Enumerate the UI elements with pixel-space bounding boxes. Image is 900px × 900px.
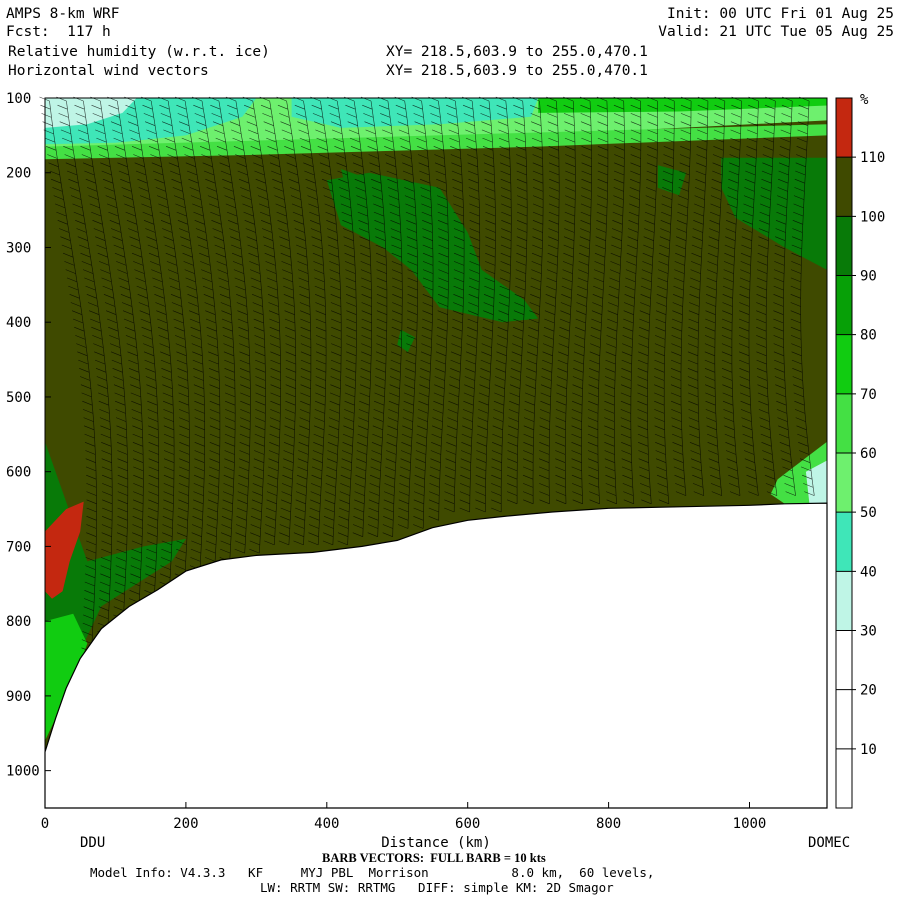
y-tick-label: 600 (6, 465, 31, 481)
cross-section-endpoints-1: XY= 218.5,603.9 to 255.0,470.1 (386, 44, 648, 60)
rh-region-bright-top-right (538, 98, 827, 113)
pressure-axis: 100 200 300 400 500 600 700 800 900 1000 (6, 91, 51, 780)
colorbar-swatch (836, 334, 852, 394)
colorbar-tick-label: 30 (860, 624, 877, 640)
field-name-rh: Relative humidity (w.r.t. ice) (8, 44, 270, 60)
field-name-wind: Horizontal wind vectors (8, 63, 209, 79)
colorbar-swatch (836, 512, 852, 572)
y-tick-label: 1000 (6, 764, 40, 780)
colorbar-swatch (836, 630, 852, 808)
colorbar-tick-label: 40 (860, 564, 877, 580)
colorbar-tick-label: 100 (860, 209, 885, 225)
colorbar-swatch (836, 393, 852, 453)
colorbar-swatch (836, 157, 852, 217)
colorbar-tick-label: 80 (860, 328, 877, 344)
plot-frame (44, 97, 828, 809)
y-tick-label: 300 (6, 240, 31, 256)
model-title: AMPS 8-km WRF (6, 6, 120, 22)
colorbar-tick-label: 10 (860, 742, 877, 758)
rh-region-red-patch (45, 501, 84, 599)
colorbar: 10 20 30 40 50 60 70 80 90 100 110 (835, 97, 885, 809)
x-tick-label: 600 (455, 816, 480, 832)
colorbar-tick-label: 70 (860, 387, 877, 403)
colorbar-tick-label: 110 (860, 150, 885, 166)
y-tick-label: 400 (6, 315, 31, 331)
colorbar-swatch (836, 275, 852, 335)
y-tick-label: 100 (6, 91, 31, 107)
rh-region-green-band-top (45, 124, 827, 160)
colorbar-tick-label: 60 (860, 446, 877, 462)
rh-region-blob-left-mid (340, 169, 384, 203)
rh-region-left-lower-green (45, 441, 186, 741)
x-tick-label: 800 (596, 816, 621, 832)
model-info: Model Info: V4.3.3 KF MYJ PBL Morrison 8… (90, 865, 655, 880)
y-tick-label: 700 (6, 539, 31, 555)
colorbar-swatch (836, 98, 852, 158)
distance-axis: 0 200 400 600 800 1000 (41, 802, 767, 832)
barb-vector-note: BARB VECTORS: FULL BARB = 10 kts (322, 851, 546, 865)
rh-region-cyan-upper-middle (291, 98, 539, 128)
colorbar-tick-label: 90 (860, 269, 877, 285)
x-tick-label: 400 (314, 816, 339, 832)
forecast-hour: Fcst: 117 h (6, 24, 111, 40)
init-time: Init: 00 UTC Fri 01 Aug 25 (667, 6, 894, 22)
x-axis-label: Distance (km) (381, 835, 491, 851)
left-endpoint-label: DDU (80, 835, 105, 851)
colorbar-swatch (836, 571, 852, 631)
y-tick-label: 800 (6, 614, 31, 630)
colorbar-swatch (836, 216, 852, 276)
physics-info: LW: RRTM SW: RRTMG DIFF: simple KM: 2D S… (260, 880, 614, 895)
x-tick-label: 0 (41, 816, 49, 832)
x-tick-label: 200 (173, 816, 198, 832)
x-tick-label: 1000 (733, 816, 767, 832)
right-endpoint-label: DOMEC (808, 835, 850, 851)
rh-region-pale-upper-left (45, 98, 137, 128)
valid-time: Valid: 21 UTC Tue 05 Aug 25 (658, 24, 894, 40)
rh-region-right-green (721, 157, 827, 270)
colorbar-tick-label: 20 (860, 683, 877, 699)
cross-section-endpoints-2: XY= 218.5,603.9 to 255.0,470.1 (386, 63, 648, 79)
rh-region-left-bright (45, 613, 88, 741)
colorbar-unit: % (860, 92, 869, 108)
terrain-surface (44, 502, 828, 809)
y-tick-label: 200 (6, 166, 31, 182)
colorbar-tick-label: 50 (860, 505, 877, 521)
y-tick-label: 900 (6, 689, 31, 705)
y-tick-label: 500 (6, 390, 31, 406)
colorbar-swatch (836, 453, 852, 513)
